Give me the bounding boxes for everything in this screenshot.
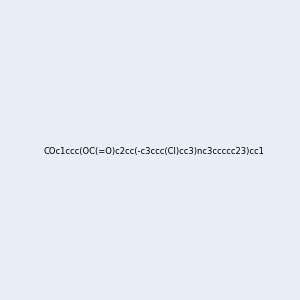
Text: COc1ccc(OC(=O)c2cc(-c3ccc(Cl)cc3)nc3ccccc23)cc1: COc1ccc(OC(=O)c2cc(-c3ccc(Cl)cc3)nc3cccc…: [43, 147, 264, 156]
